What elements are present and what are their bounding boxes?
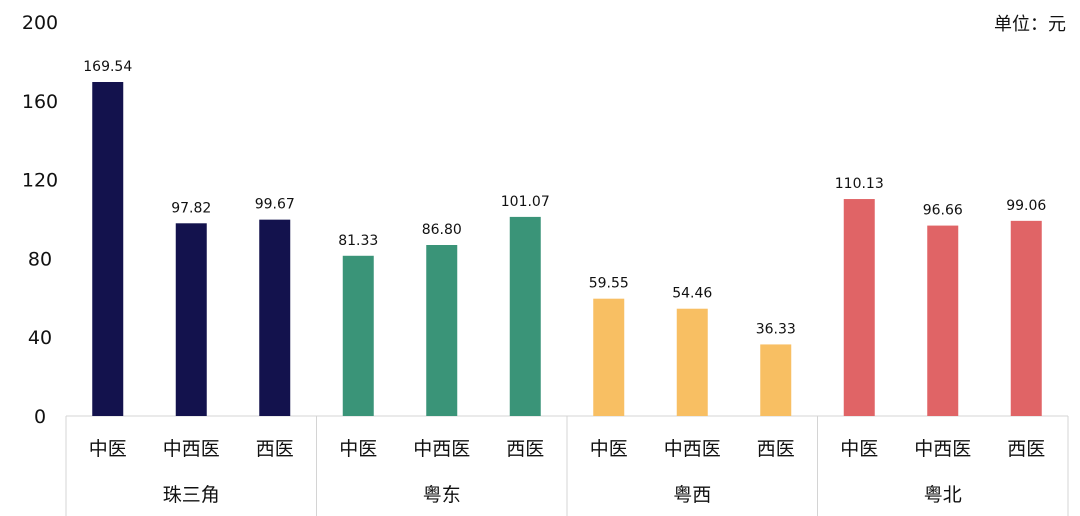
category-label: 中西医 [413, 438, 470, 460]
data-label: 101.07 [501, 194, 550, 210]
bar [843, 199, 875, 416]
y-tick-label: 80 [28, 248, 52, 270]
data-label: 96.66 [923, 203, 963, 219]
data-label: 86.80 [422, 222, 462, 238]
group-label: 粤东 [423, 484, 461, 506]
data-label: 81.33 [338, 233, 378, 249]
data-label: 169.54 [83, 59, 132, 75]
bar [1010, 220, 1042, 416]
bar [593, 298, 625, 416]
y-tick-label: 120 [22, 170, 58, 192]
y-tick-label: 160 [22, 91, 58, 113]
data-label: 110.13 [835, 176, 884, 192]
bar [342, 255, 374, 416]
category-label: 西医 [256, 438, 294, 460]
bar [426, 245, 458, 416]
category-label: 中医 [89, 438, 127, 460]
group-label: 珠三角 [163, 484, 220, 506]
group-label: 粤西 [673, 484, 711, 506]
group-label: 粤北 [924, 484, 962, 506]
bar [259, 219, 291, 416]
y-tick-label: 40 [28, 327, 52, 349]
category-label: 西医 [1007, 438, 1045, 460]
unit-label: 单位：元 [994, 14, 1066, 35]
bar [676, 308, 708, 416]
bar [760, 344, 792, 416]
data-label: 54.46 [672, 286, 712, 302]
data-label: 36.33 [756, 321, 796, 337]
bar [92, 82, 124, 417]
data-label: 97.82 [171, 200, 211, 216]
y-tick-label: 0 [34, 406, 46, 428]
category-label: 中医 [840, 438, 878, 460]
category-label: 西医 [506, 438, 544, 460]
category-label: 中医 [590, 438, 628, 460]
category-label: 中西医 [914, 438, 971, 460]
category-label: 中西医 [664, 438, 721, 460]
category-label: 西医 [757, 438, 795, 460]
data-label: 99.67 [255, 197, 295, 213]
bar [175, 223, 207, 416]
category-label: 中西医 [163, 438, 220, 460]
y-tick-label: 200 [22, 12, 58, 34]
bar [509, 216, 541, 416]
data-label: 99.06 [1006, 198, 1046, 214]
category-label: 中医 [339, 438, 377, 460]
data-label: 59.55 [589, 276, 629, 292]
bar [927, 225, 959, 416]
